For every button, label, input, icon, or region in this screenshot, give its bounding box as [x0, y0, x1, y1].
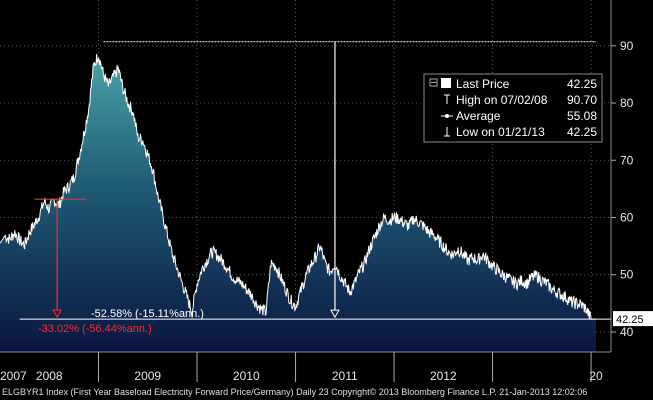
legend-box: [423, 73, 603, 143]
price-line: [0, 53, 596, 320]
y-tick-label: 50: [620, 268, 634, 282]
legend: Last Price 42.25 High on 07/02/08 90.70 …: [423, 73, 603, 143]
red-change-annotation: -33.02% (-56.44%ann.): [38, 323, 152, 335]
x-tick-label: 20: [589, 369, 603, 383]
x-axis-ticks: 2007 2008 2009 2010 2011 2012 20: [0, 352, 603, 383]
legend-label: Last Price: [456, 77, 510, 91]
x-tick-label: 2012: [430, 369, 457, 383]
legend-item-high: High on 07/02/08 90.70: [444, 93, 597, 107]
average-marker-legend-icon: [445, 114, 449, 118]
chart-footer: ELGBYR1 Index (First Year Baseload Elect…: [2, 387, 587, 397]
y-tick-label: 60: [620, 210, 634, 224]
legend-label: Low on 01/21/13: [456, 125, 545, 139]
last-price-box: [613, 311, 653, 327]
legend-item-average: Average 55.08: [441, 109, 597, 123]
high-marker-icon: [330, 309, 340, 319]
legend-value: 90.70: [567, 93, 597, 107]
legend-value: 42.25: [567, 125, 597, 139]
low-marker-legend-icon: [444, 127, 450, 137]
y-tick-label: 90: [620, 39, 634, 53]
price-area: [0, 53, 596, 353]
legend-value: 42.25: [567, 77, 597, 91]
last-price-box-label: 42.25: [616, 314, 644, 326]
y-tick-label: 80: [620, 96, 634, 110]
y-tick-label: 40: [620, 325, 634, 339]
y-axis-ticks: 40 50 60 70 80 90: [611, 39, 634, 339]
legend-label: High on 07/02/08: [456, 93, 548, 107]
red-marker-icon: [52, 309, 62, 319]
x-tick-label: 2007: [0, 369, 27, 383]
legend-item-low: Low on 01/21/13 42.25: [444, 125, 597, 139]
legend-item-last-price: Last Price 42.25: [429, 77, 597, 91]
high-marker-legend-icon: [444, 94, 450, 104]
x-tick-label: 2011: [332, 369, 358, 383]
white-change-annotation: -52.58% (-15.11%ann.): [91, 308, 204, 320]
legend-value: 55.08: [567, 109, 597, 123]
y-tick-label: 70: [620, 153, 634, 167]
last-price-swatch-icon: [441, 78, 451, 88]
legend-label: Average: [456, 109, 501, 123]
x-tick-label: 2009: [134, 369, 161, 383]
collapse-icon[interactable]: [429, 78, 438, 87]
x-tick-label: 2010: [233, 369, 260, 383]
x-tick-label: 2008: [36, 369, 63, 383]
